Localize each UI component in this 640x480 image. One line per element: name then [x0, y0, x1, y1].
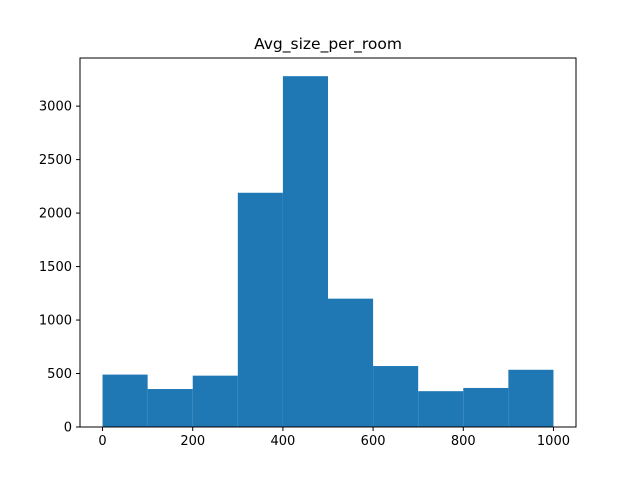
y-tick-label: 2500 [39, 153, 72, 168]
histogram-bar [508, 369, 554, 427]
y-tick-label: 500 [47, 367, 72, 382]
y-axis-ticks: 0 500 1000 1500 2000 2500 3000 [39, 100, 80, 436]
histogram-bar [282, 76, 328, 427]
chart-title: Avg_size_per_room [254, 35, 402, 54]
histogram-bar [102, 374, 148, 427]
histogram-bar [418, 391, 464, 427]
histogram-bar [373, 366, 419, 427]
histogram-bar [147, 389, 193, 427]
x-tick-label: 400 [270, 434, 295, 449]
histogram-bar [237, 192, 283, 427]
histogram-bar [463, 387, 509, 427]
x-tick-label: 800 [451, 434, 476, 449]
y-tick-label: 1500 [39, 260, 72, 275]
y-tick-label: 0 [64, 421, 72, 436]
y-tick-label: 3000 [39, 100, 72, 115]
bars-group [102, 76, 554, 427]
x-tick-label: 1000 [537, 434, 570, 449]
x-tick-label: 0 [98, 434, 106, 449]
y-tick-label: 2000 [39, 207, 72, 222]
histogram-bar [192, 375, 238, 427]
histogram-bar [328, 298, 374, 427]
axes-frame [79, 57, 577, 428]
x-axis-ticks: 0 200 400 600 800 1000 [98, 427, 570, 449]
x-tick-label: 200 [180, 434, 205, 449]
y-tick-label: 1000 [39, 314, 72, 329]
x-tick-label: 600 [361, 434, 386, 449]
